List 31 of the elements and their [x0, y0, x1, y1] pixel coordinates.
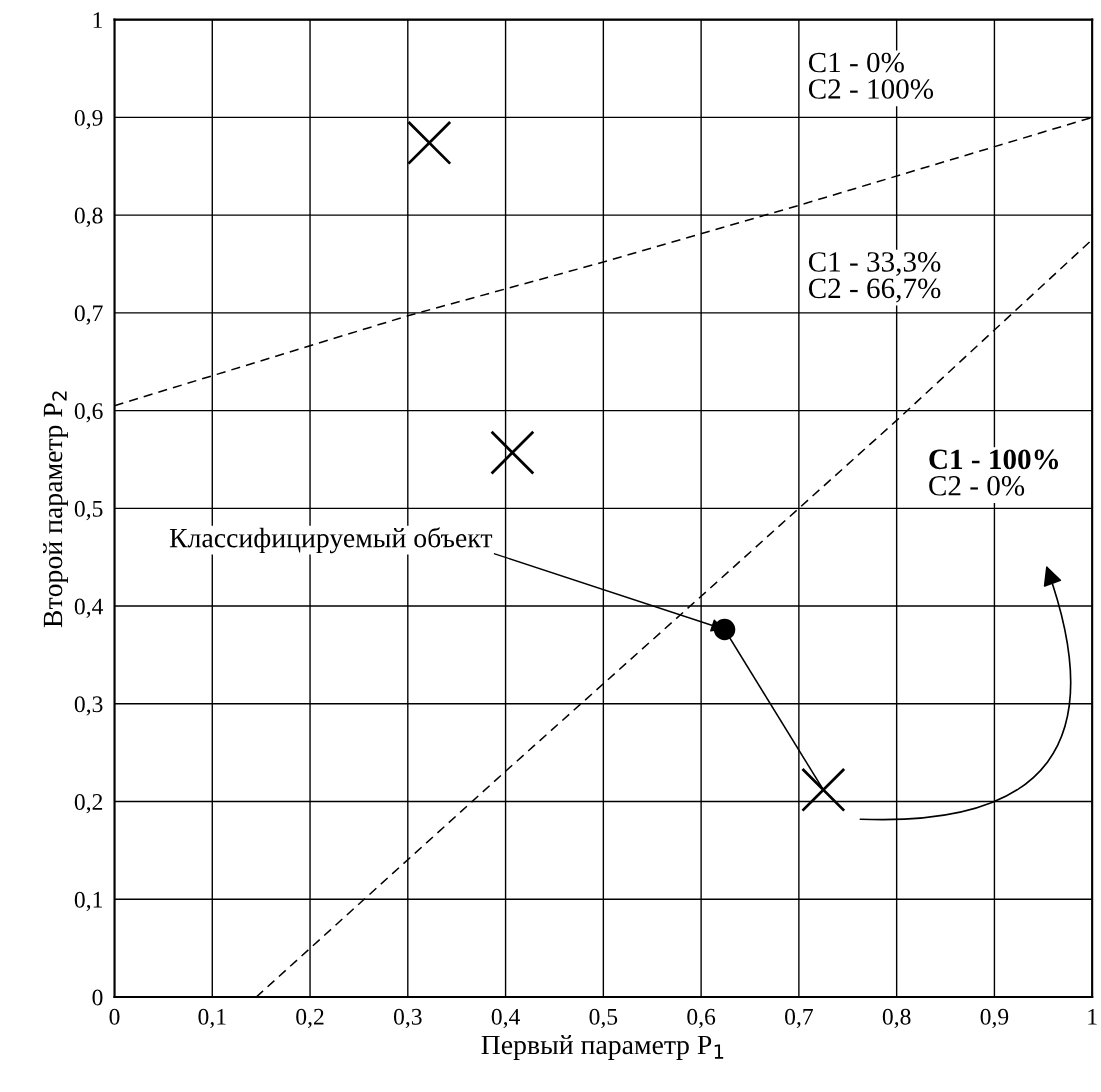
x-tick-label: 0,8	[882, 1008, 911, 1029]
y-tick-label: 0,2	[74, 794, 103, 814]
annotation: C1 - 33,3% C2 - 66,7%	[808, 252, 941, 303]
y-tick-label: 0,6	[74, 403, 103, 423]
y-tick-label: 0,8	[74, 207, 103, 227]
y-tick-label: 0,4	[74, 598, 104, 618]
y-tick-label: 0,9	[74, 109, 103, 130]
y-tick-label: 1	[93, 12, 102, 28]
x-tick-label: 0	[109, 1008, 120, 1025]
y-tick-label: 0,5	[74, 500, 103, 521]
annotation: Классифицируемый объект	[169, 527, 493, 554]
x-tick-label: 0,4	[491, 1008, 520, 1029]
x-tick-label: 0,6	[687, 1008, 716, 1029]
x-tick-label: 1	[1088, 1008, 1097, 1025]
y-tick-label: 0	[92, 989, 103, 1006]
point	[713, 618, 736, 641]
x-tick-label: 0,9	[980, 1008, 1009, 1029]
annotation: C1 - 100% C2 - 0%	[929, 449, 1059, 496]
x-tick-label: 0,1	[198, 1008, 226, 1029]
y-tick-label: 0,1	[74, 891, 102, 912]
x-tick-label: 0,2	[296, 1008, 324, 1029]
x-tick-label: 0,7	[785, 1008, 813, 1029]
y-axis-title: Второй параметр P$_{2}$	[43, 391, 68, 628]
y-tick-label: 0,7	[74, 305, 103, 325]
x-tick-label: 0,5	[589, 1008, 618, 1029]
point	[407, 120, 452, 166]
y-tick-label: 0,3	[74, 696, 103, 716]
annotation: C1 - 0% C2 - 100%	[808, 52, 934, 99]
x-tick-label: 0,3	[393, 1008, 422, 1029]
point	[490, 430, 535, 475]
x-axis-title: Первый параметр P$_{1}$	[481, 1035, 724, 1061]
